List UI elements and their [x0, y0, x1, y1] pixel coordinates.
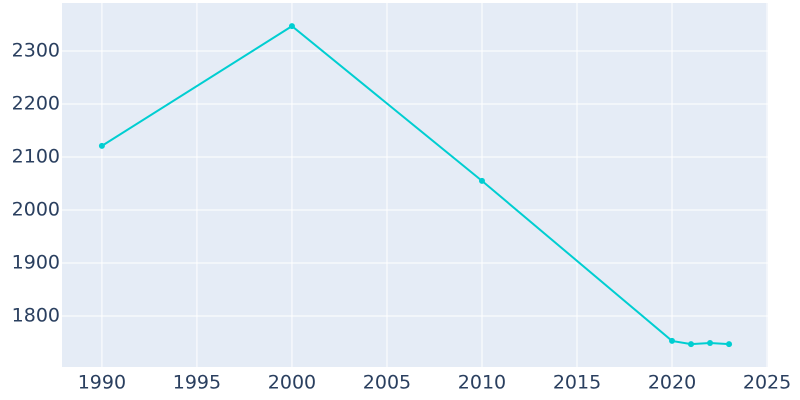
x-tick-label: 2015: [553, 372, 601, 394]
point: [726, 341, 733, 348]
plot-area: [62, 3, 768, 367]
point: [669, 337, 676, 344]
y-tick-label: 2000: [12, 199, 60, 221]
y-tick-label: 2300: [12, 40, 60, 62]
point: [98, 142, 105, 149]
point: [707, 340, 714, 347]
x-tick-label: 2005: [363, 372, 411, 394]
x-tick-label: 2020: [648, 372, 696, 394]
y-tick-label: 1900: [12, 252, 60, 274]
x-tick-label: 1990: [78, 372, 126, 394]
y-tick-label: 2200: [12, 93, 60, 115]
x-tick-label: 1995: [173, 372, 221, 394]
point: [288, 23, 295, 30]
x-tick-label: 2025: [743, 372, 791, 394]
y-tick-label: 2100: [12, 146, 60, 168]
y-tick-label: 1800: [12, 305, 60, 327]
x-tick-label: 2000: [268, 372, 316, 394]
x-tick-label: 2010: [458, 372, 506, 394]
point: [688, 341, 695, 348]
point: [478, 177, 485, 184]
